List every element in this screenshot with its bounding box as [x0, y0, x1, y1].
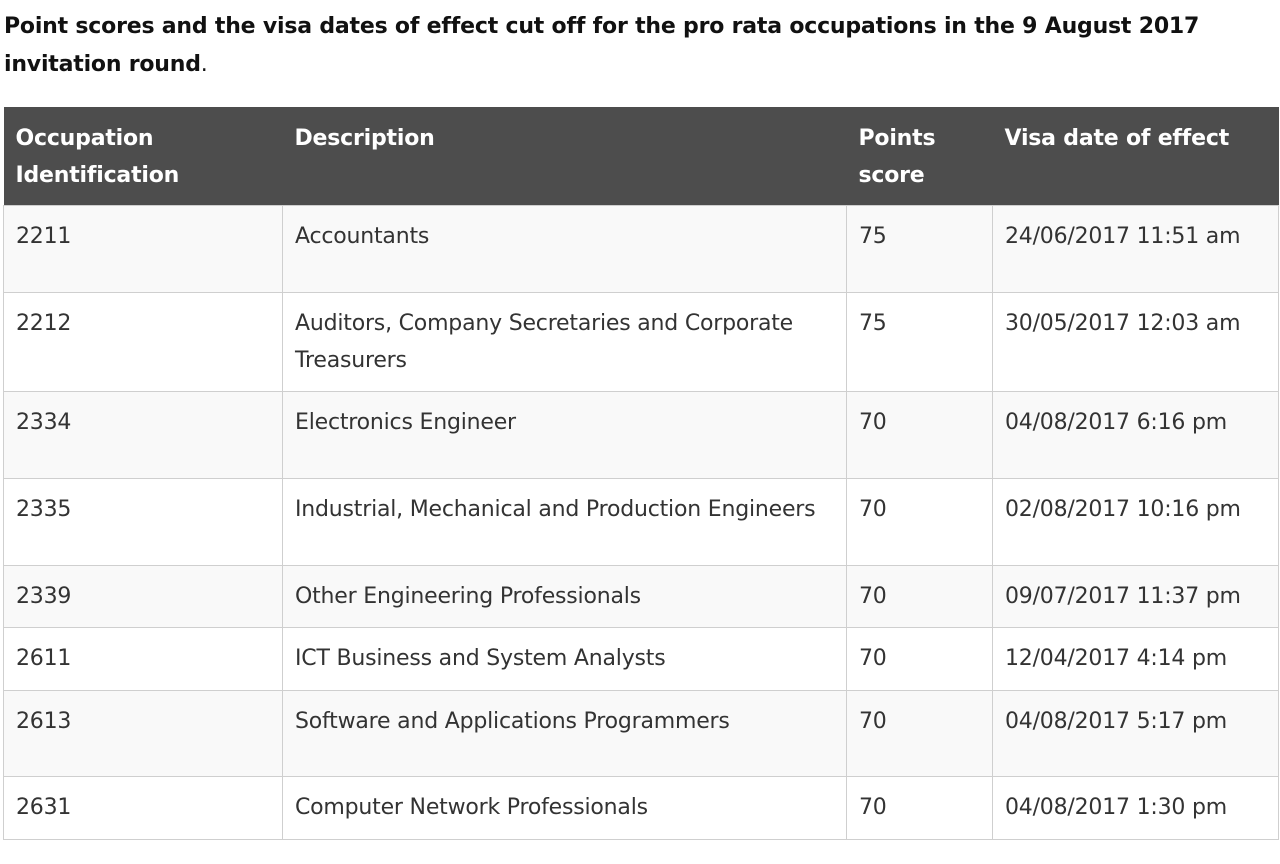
- occupation-id-cell: 2335: [3, 478, 283, 566]
- description-cell: Industrial, Mechanical and Production En…: [282, 478, 847, 566]
- occupation-id-cell: 2611: [3, 627, 283, 691]
- description-cell: Other Engineering Professionals: [282, 565, 847, 628]
- column-header-occupation-id: Occupation Identification: [3, 107, 283, 206]
- occupation-id-cell: 2212: [3, 292, 283, 392]
- table-row: 2613 Software and Applications Programme…: [3, 690, 1279, 777]
- description-cell: Electronics Engineer: [282, 391, 847, 479]
- table-row: 2339 Other Engineering Professionals 70 …: [3, 565, 1279, 628]
- visa-date-cell: 04/08/2017 5:17 pm: [992, 690, 1279, 777]
- table-row: 2335 Industrial, Mechanical and Producti…: [3, 478, 1279, 566]
- points-score-cell: 75: [846, 292, 993, 392]
- occupations-table: Occupation Identification Description Po…: [3, 107, 1279, 840]
- table-row: 2334 Electronics Engineer 70 04/08/2017 …: [3, 391, 1279, 479]
- visa-date-cell: 04/08/2017 1:30 pm: [992, 776, 1279, 840]
- occupation-id-cell: 2334: [3, 391, 283, 479]
- table-header-row: Occupation Identification Description Po…: [3, 107, 1279, 206]
- points-score-cell: 70: [846, 391, 993, 479]
- table-row: 2211 Accountants 75 24/06/2017 11:51 am: [3, 205, 1279, 293]
- description-cell: Auditors, Company Secretaries and Corpor…: [282, 292, 847, 392]
- table-row: 2212 Auditors, Company Secretaries and C…: [3, 292, 1279, 392]
- column-header-visa-date: Visa date of effect: [992, 107, 1279, 206]
- column-header-description: Description: [282, 107, 847, 206]
- points-score-cell: 70: [846, 627, 993, 691]
- points-score-cell: 70: [846, 478, 993, 566]
- heading-text: Point scores and the visa dates of effec…: [4, 14, 1200, 77]
- points-score-cell: 70: [846, 776, 993, 840]
- heading-period: .: [200, 52, 208, 77]
- visa-date-cell: 12/04/2017 4:14 pm: [992, 627, 1279, 691]
- description-cell: ICT Business and System Analysts: [282, 627, 847, 691]
- visa-date-cell: 09/07/2017 11:37 pm: [992, 565, 1279, 628]
- occupation-id-cell: 2631: [3, 776, 283, 840]
- description-cell: Software and Applications Programmers: [282, 690, 847, 777]
- points-score-cell: 70: [846, 690, 993, 777]
- description-cell: Computer Network Professionals: [282, 776, 847, 840]
- occupation-id-cell: 2211: [3, 205, 283, 293]
- page-heading: Point scores and the visa dates of effec…: [4, 8, 1276, 84]
- column-header-points-score: Points score: [846, 107, 993, 206]
- table-row: 2611 ICT Business and System Analysts 70…: [3, 627, 1279, 691]
- occupation-id-cell: 2339: [3, 565, 283, 628]
- points-score-cell: 75: [846, 205, 993, 293]
- visa-date-cell: 24/06/2017 11:51 am: [992, 205, 1279, 293]
- table-row: 2631 Computer Network Professionals 70 0…: [3, 776, 1279, 840]
- visa-date-cell: 30/05/2017 12:03 am: [992, 292, 1279, 392]
- visa-date-cell: 02/08/2017 10:16 pm: [992, 478, 1279, 566]
- description-cell: Accountants: [282, 205, 847, 293]
- occupation-id-cell: 2613: [3, 690, 283, 777]
- visa-date-cell: 04/08/2017 6:16 pm: [992, 391, 1279, 479]
- points-score-cell: 70: [846, 565, 993, 628]
